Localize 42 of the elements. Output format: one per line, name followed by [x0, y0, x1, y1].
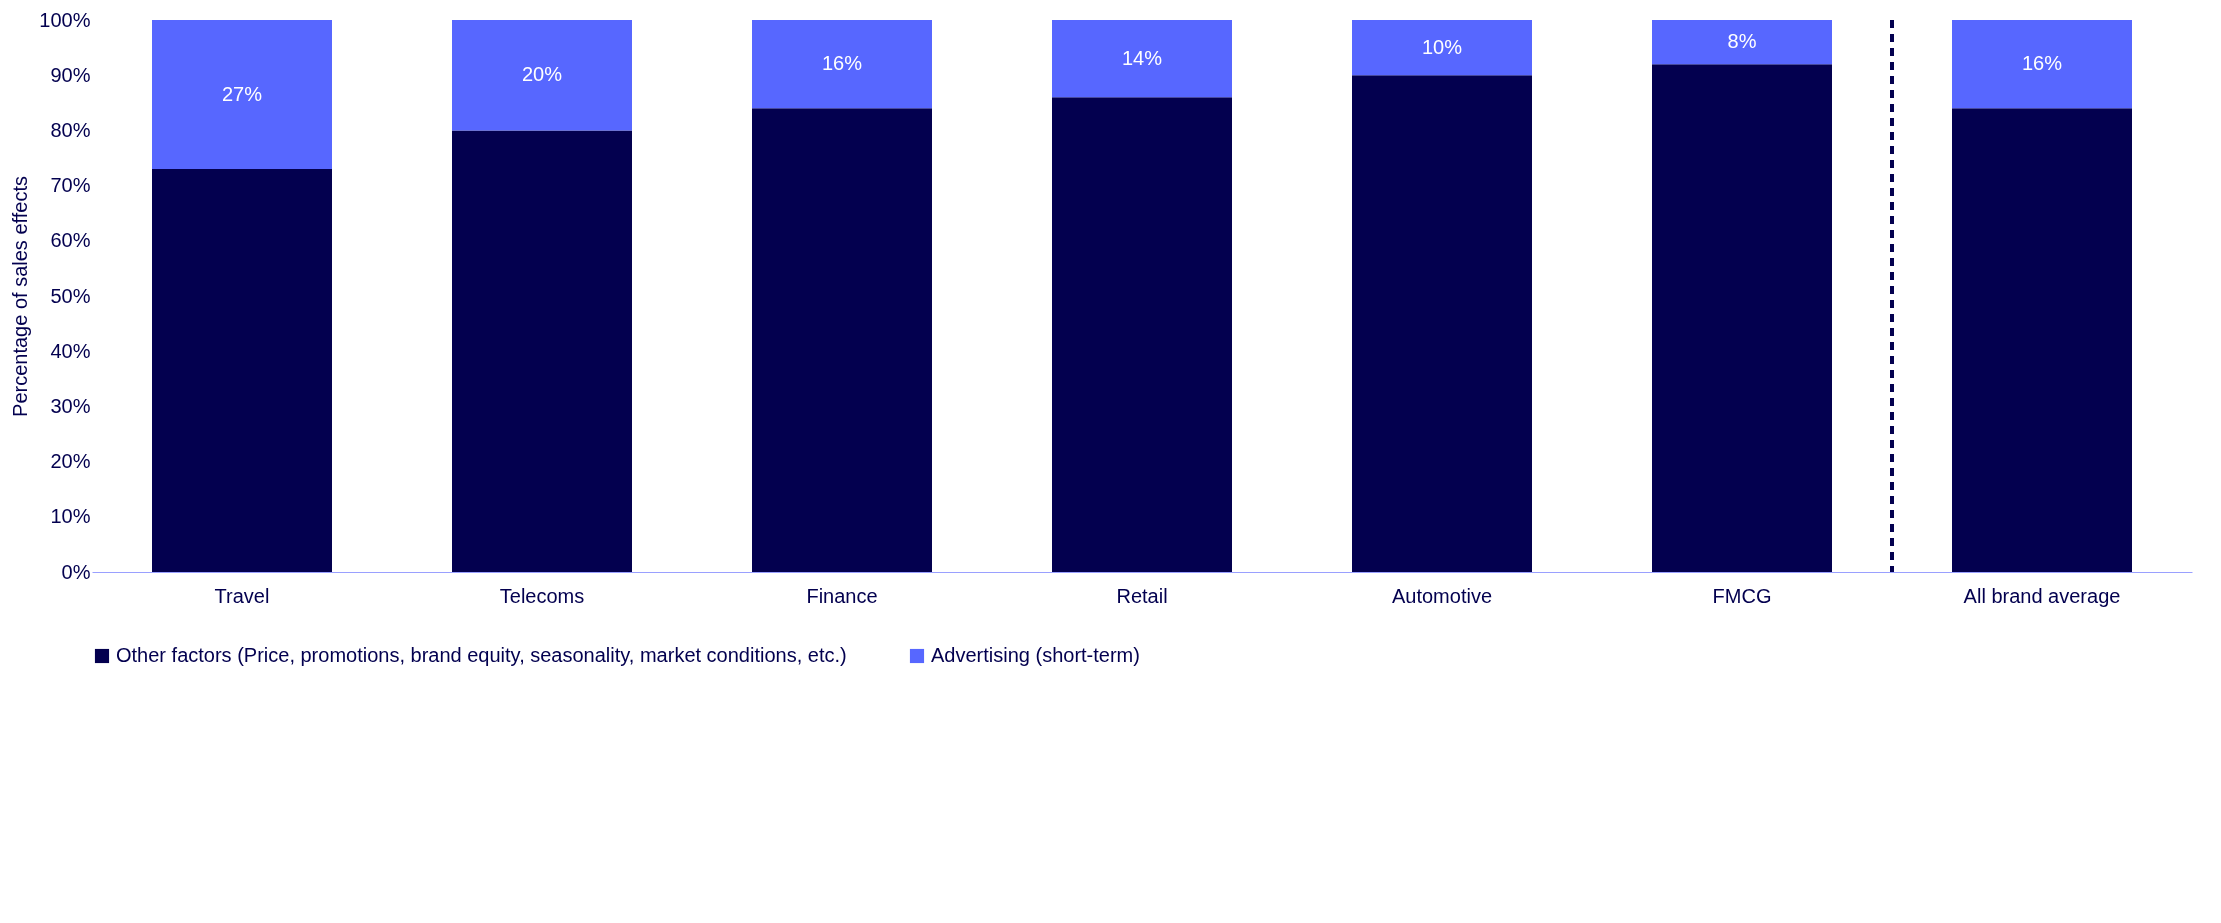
x-tick-label: Retail [1116, 584, 1168, 607]
data-label: 8% [1727, 30, 1757, 53]
y-tick-label: 50% [50, 284, 91, 307]
bar [1052, 97, 1232, 572]
y-tick-label: 80% [50, 118, 91, 141]
bar [1352, 75, 1532, 572]
bar [452, 130, 632, 572]
bar [1952, 108, 2132, 572]
bar [152, 169, 332, 572]
x-tick-label: Finance [806, 584, 878, 607]
data-label: 27% [221, 82, 263, 105]
bar [1952, 20, 2132, 109]
y-tick-label: 20% [50, 450, 91, 473]
bar [752, 20, 932, 109]
bar [1652, 64, 1832, 572]
legend-label: Other factors (Price, promotions, brand equity, seasonality, market conditions, etc.) [116, 644, 847, 666]
data-label: 16% [2021, 52, 2063, 75]
y-tick-label: 100% [39, 8, 91, 31]
x-tick-label: Telecoms [499, 584, 585, 607]
bar [1352, 20, 1532, 76]
bar [152, 20, 332, 170]
y-axis-title: Percentage of sales effects [9, 176, 32, 417]
y-tick-label: 10% [50, 505, 91, 528]
bar [752, 108, 932, 572]
y-tick-label: 40% [50, 339, 91, 362]
bar [1652, 20, 1832, 65]
y-tick-label: 60% [50, 229, 91, 252]
legend-label: Advertising (short-term) [931, 644, 1140, 666]
x-tick-label: Travel [214, 584, 270, 607]
bar [1052, 20, 1232, 98]
x-tick-label: All brand average [1963, 584, 2121, 607]
x-tick-label: Automotive [1391, 584, 1493, 607]
y-tick-label: 0% [61, 560, 91, 583]
data-label: 14% [1121, 46, 1163, 69]
y-tick-label: 90% [50, 63, 91, 86]
data-label: 10% [1421, 35, 1463, 58]
data-label: 16% [821, 52, 863, 75]
bar [452, 20, 632, 131]
y-tick-label: 70% [50, 174, 91, 197]
data-label: 20% [521, 63, 563, 86]
x-tick-label: FMCG [1712, 584, 1772, 607]
y-tick-label: 30% [50, 394, 91, 417]
